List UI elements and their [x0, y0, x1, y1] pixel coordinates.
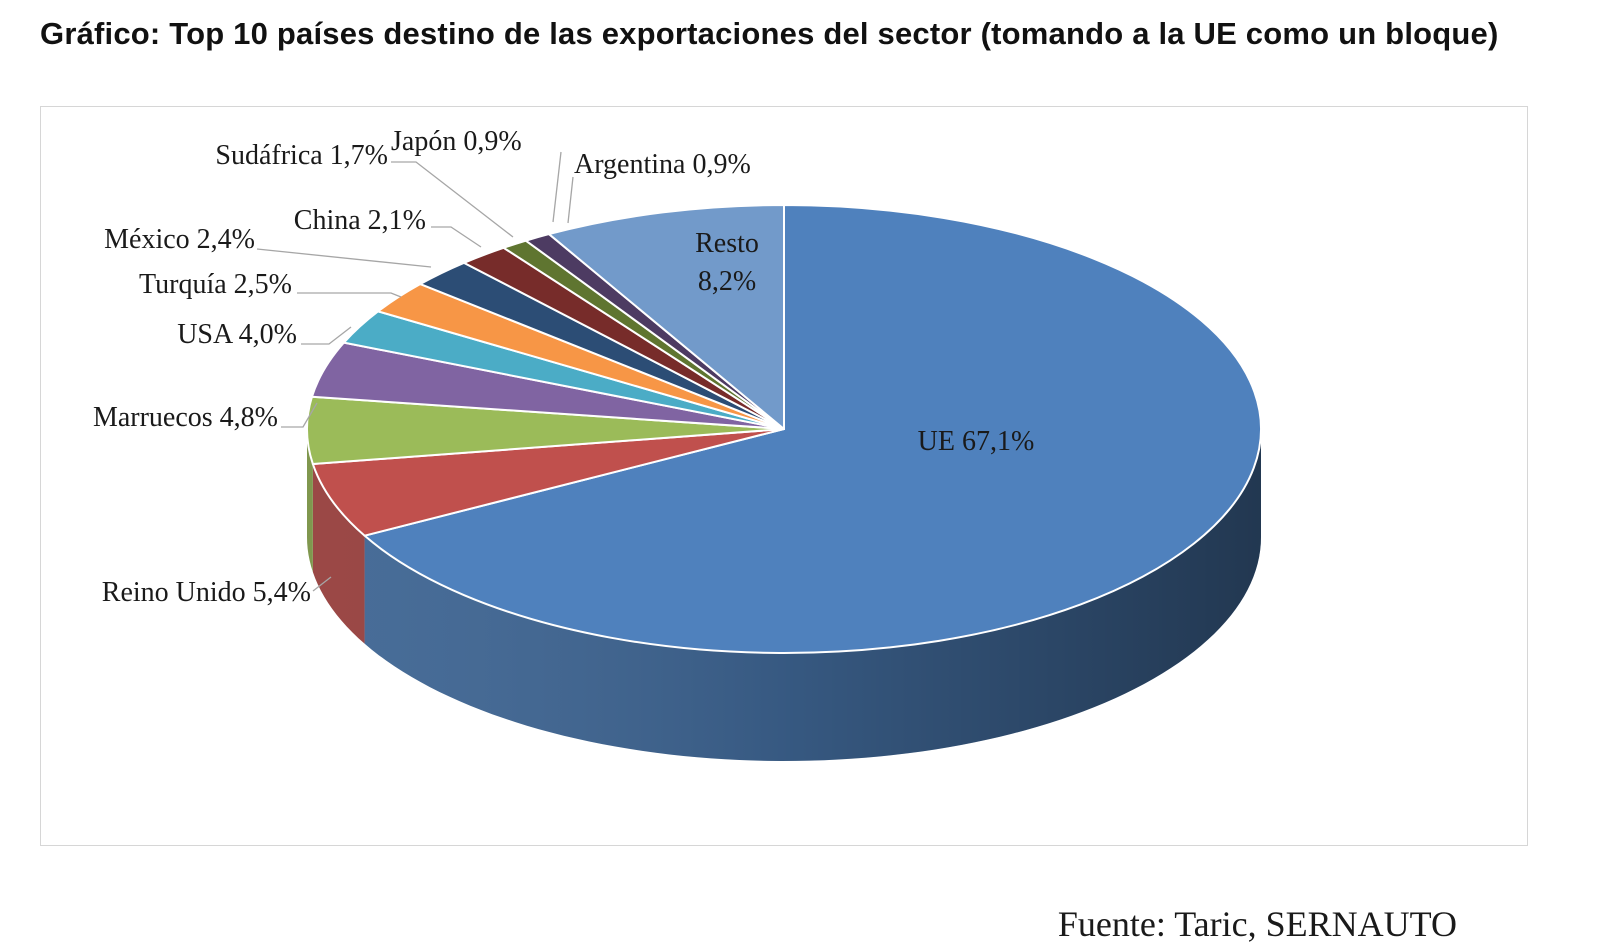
leader-line-usa	[301, 326, 352, 345]
chart-title: Gráfico: Top 10 países destino de las ex…	[40, 16, 1499, 51]
leader-line-marruecos	[281, 402, 318, 428]
leader-line-china	[431, 226, 482, 248]
data-label-sudáfrica: Sudáfrica 1,7%	[215, 140, 388, 171]
leader-line-turquía	[297, 292, 402, 298]
data-label-turquía: Turquía 2,5%	[139, 269, 292, 300]
data-label-reino-unido: Reino Unido 5,4%	[102, 577, 311, 608]
pie-chart: UE 67,1% Reino Unido 5,4% Marruecos 4,8% US…	[93, 126, 1262, 761]
pie-tops	[306, 204, 1262, 654]
data-label-japón: Japón 0,9%	[391, 126, 522, 157]
leader-line-sudáfrica	[391, 161, 514, 238]
data-label-marruecos: Marruecos 4,8%	[93, 402, 278, 433]
leader-line-méxico	[256, 248, 432, 268]
chart-frame: UE 67,1% Reino Unido 5,4% Marruecos 4,8% US…	[40, 106, 1528, 944]
data-label-méxico: México 2,4%	[104, 224, 255, 255]
leader-line-argentina	[567, 176, 574, 224]
leader-line-reino-unido	[312, 576, 332, 592]
data-label-ue: UE 67,1%	[918, 426, 1035, 457]
pie-side-shading	[307, 429, 1261, 761]
pie-slice-resto	[547, 204, 785, 430]
data-label-resto: Resto 8,2%	[695, 228, 759, 297]
source-note: Fuente: Taric, SERNAUTO	[1057, 904, 1457, 944]
data-label-china: China 2,1%	[294, 205, 426, 236]
pie-side-shade	[307, 429, 1261, 761]
pie-slice-ue	[363, 204, 1262, 654]
data-label-argentina: Argentina 0,9%	[574, 149, 751, 180]
data-labels: UE 67,1% Reino Unido 5,4% Marruecos 4,8% US…	[93, 126, 1034, 608]
leader-lines	[256, 151, 574, 592]
data-label-usa: USA 4,0%	[177, 319, 297, 350]
leader-line-japón	[552, 151, 562, 223]
